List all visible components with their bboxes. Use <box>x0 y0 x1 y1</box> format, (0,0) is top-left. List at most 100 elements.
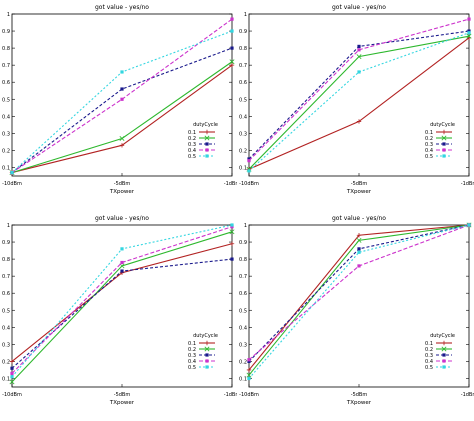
y-tick-label: 0.1 <box>239 165 247 171</box>
series-line <box>11 47 233 174</box>
series-0.5 <box>247 31 471 173</box>
x-axis-label: TXpower <box>109 400 135 406</box>
data-point <box>9 359 15 364</box>
series-0.1 <box>9 241 235 364</box>
y-tick-label: 0.4 <box>2 325 10 331</box>
y-tick-label: 0.4 <box>239 325 247 331</box>
y-tick-label: 0.3 <box>2 342 10 348</box>
y-tick-label: 1 <box>7 223 10 229</box>
data-point <box>247 376 251 381</box>
series-line <box>11 30 233 173</box>
series-line <box>11 258 233 369</box>
data-point <box>120 87 124 91</box>
data-point <box>357 48 361 52</box>
y-tick-label: 0.1 <box>2 376 10 382</box>
data-point <box>356 119 362 124</box>
series-0.2 <box>246 222 472 378</box>
y-tick-label: 0.2 <box>2 359 10 365</box>
x-tick-label: -5dBm <box>351 181 368 187</box>
series-0.3 <box>10 46 234 175</box>
legend-label: 0.3 <box>188 142 196 148</box>
series-0.4 <box>247 17 471 163</box>
data-point <box>356 233 362 238</box>
legend: dutyCycle 0.10.20.30.40.5 <box>188 333 218 371</box>
series-0.3 <box>10 257 234 370</box>
data-point <box>204 346 210 352</box>
y-tick-label: 0.4 <box>239 114 247 120</box>
y-tick-label: 0.6 <box>2 291 10 297</box>
data-point <box>230 17 234 21</box>
y-tick-label: 0.9 <box>239 29 247 35</box>
legend-label: 0.2 <box>425 347 433 353</box>
series-line <box>248 224 470 371</box>
data-point <box>246 372 252 378</box>
legend-label: 0.2 <box>188 136 196 142</box>
legend-label: 0.3 <box>425 353 433 359</box>
data-point <box>205 353 209 357</box>
data-point <box>205 142 209 146</box>
series-0.5 <box>10 29 234 175</box>
legend-label: 0.5 <box>425 365 433 371</box>
data-point <box>467 17 471 21</box>
data-point <box>356 54 362 60</box>
data-point <box>466 33 472 39</box>
data-point <box>9 379 15 385</box>
series-0.2 <box>9 229 235 385</box>
y-tick-label: 1 <box>244 12 247 18</box>
data-point <box>204 129 210 135</box>
y-tick-label: 0.8 <box>239 257 247 263</box>
data-point <box>229 229 235 235</box>
data-point <box>204 340 210 346</box>
data-point <box>229 59 235 65</box>
series-0.5 <box>247 223 471 381</box>
legend-label: 0.4 <box>188 148 196 154</box>
legend-label: 0.5 <box>188 365 196 371</box>
data-point <box>357 44 361 48</box>
data-point <box>10 366 14 370</box>
data-point <box>357 250 361 254</box>
legend-label: 0.1 <box>188 341 196 347</box>
data-point <box>357 264 361 268</box>
y-tick-label: 0.7 <box>239 274 247 280</box>
legend-label: 0.1 <box>425 130 433 136</box>
data-point <box>357 247 361 251</box>
y-tick-label: 1 <box>7 12 10 18</box>
y-tick-label: 0.4 <box>2 114 10 120</box>
data-point <box>205 365 209 369</box>
legend: dutyCycle 0.10.20.30.40.5 <box>188 122 218 160</box>
chart-title: got value - yes/no <box>95 4 149 11</box>
series-0.4 <box>10 17 234 175</box>
y-tick-label: 0.8 <box>239 46 247 52</box>
data-point <box>247 359 251 364</box>
y-tick-label: 0.7 <box>2 63 10 69</box>
y-tick-label: 0.9 <box>2 240 10 246</box>
x-tick-label: -1dBm <box>461 181 474 187</box>
data-point <box>120 97 124 101</box>
data-point <box>120 70 124 74</box>
series-0.1 <box>246 222 472 373</box>
y-tick-label: 0.2 <box>239 359 247 365</box>
data-point <box>205 359 209 363</box>
legend-label: 0.2 <box>188 347 196 353</box>
legend: dutyCycle 0.10.20.30.40.5 <box>425 122 455 160</box>
series-0.3 <box>247 29 471 161</box>
x-tick-label: -10dBm <box>2 181 22 187</box>
y-tick-label: 0.5 <box>2 308 10 314</box>
x-axis-label: TXpower <box>109 189 135 195</box>
y-tick-label: 0.5 <box>239 308 247 314</box>
y-tick-label: 0.2 <box>239 148 247 154</box>
data-point <box>467 31 471 35</box>
series-0.4 <box>10 225 234 375</box>
data-point <box>247 159 251 163</box>
data-point <box>230 223 234 227</box>
data-point <box>119 143 125 148</box>
data-point <box>246 367 252 373</box>
data-point <box>10 371 14 375</box>
legend-title: dutyCycle <box>430 122 455 128</box>
data-point <box>119 136 125 141</box>
chart-title: got value - yes/no <box>332 215 386 222</box>
data-point <box>229 62 235 68</box>
y-tick-label: 0.5 <box>239 97 247 103</box>
data-point <box>204 135 210 141</box>
y-tick-label: 0.1 <box>239 376 247 382</box>
